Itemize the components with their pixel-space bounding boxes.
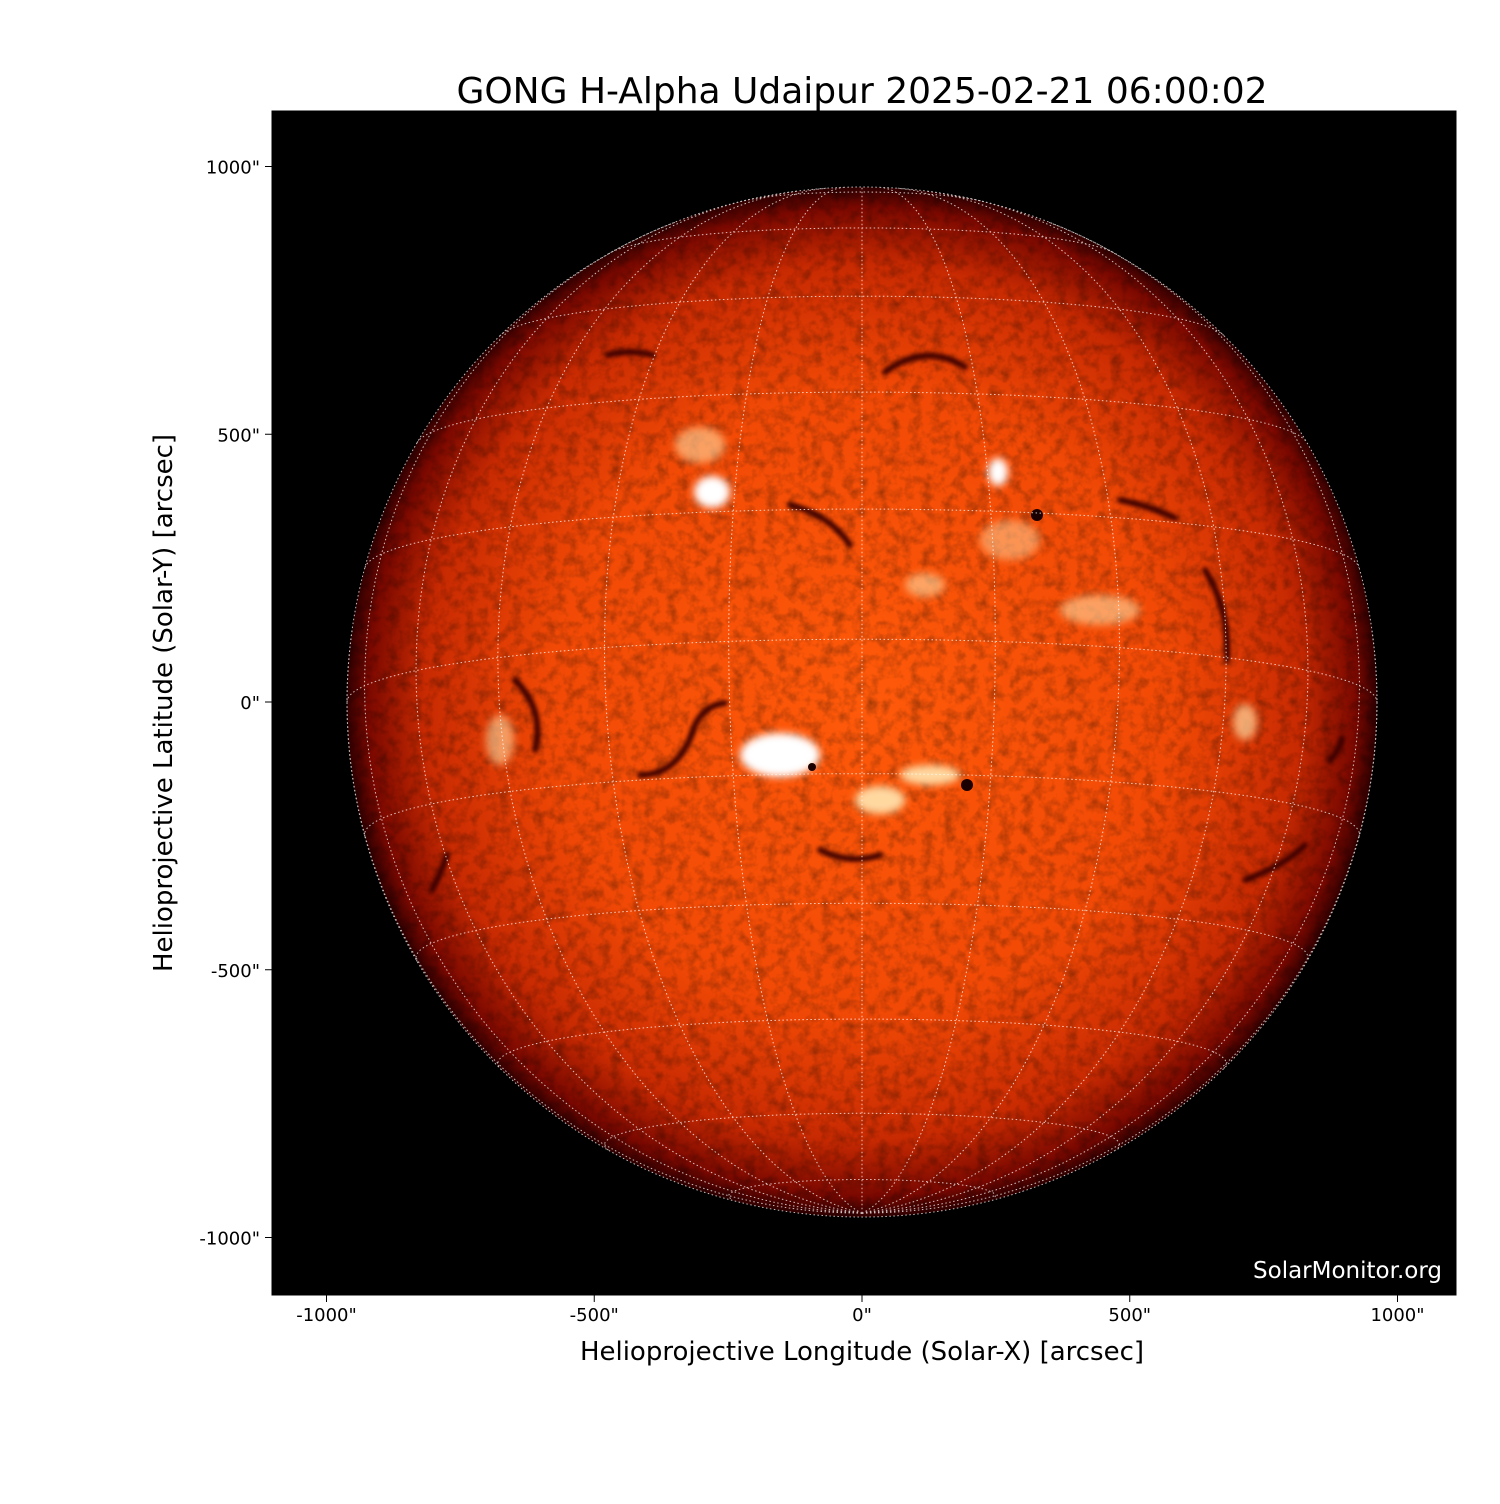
y-tick-label: 500" bbox=[217, 425, 260, 446]
watermark: SolarMonitor.org bbox=[1253, 1258, 1442, 1284]
grid-line bbox=[499, 295, 1225, 337]
grid-line bbox=[415, 195, 863, 1214]
y-tick-label: 0" bbox=[240, 693, 260, 714]
y-axis-label: Helioprojective Latitude (Solar-Y) [arcs… bbox=[149, 434, 179, 972]
grid-line bbox=[363, 773, 1361, 837]
grid-line bbox=[603, 1112, 1121, 1151]
grid-line bbox=[364, 508, 1360, 568]
grid-line bbox=[497, 1018, 1227, 1070]
grid-line bbox=[861, 186, 996, 1214]
grid-line bbox=[608, 227, 1116, 255]
grid-line bbox=[416, 391, 1308, 443]
x-axis-label: Helioprojective Longitude (Solar-X) [arc… bbox=[580, 1337, 1144, 1367]
limb-circle bbox=[346, 186, 1378, 1218]
grid-line bbox=[861, 195, 1309, 1214]
y-tick-label: -500" bbox=[211, 961, 260, 982]
x-tick-label: -500" bbox=[570, 1305, 619, 1326]
filaments bbox=[429, 349, 1345, 893]
sunspots bbox=[808, 509, 1043, 791]
x-axis: -1000" -500" 0" 500" 1000" bbox=[296, 1295, 1425, 1326]
plage-regions bbox=[486, 427, 1257, 814]
disk-features bbox=[347, 187, 1377, 1217]
x-tick-label: 0" bbox=[852, 1305, 872, 1326]
y-tick-label: 1000" bbox=[206, 158, 260, 179]
plot-title: GONG H-Alpha Udaipur 2025-02-21 06:00:02 bbox=[456, 71, 1267, 112]
chromosphere-texture bbox=[347, 187, 1377, 1217]
y-tick-label: -1000" bbox=[199, 1229, 260, 1250]
x-tick-label: 500" bbox=[1108, 1305, 1151, 1326]
x-tick-label: -1000" bbox=[296, 1305, 357, 1326]
axes-frame bbox=[271, 110, 1457, 1296]
grid-line bbox=[728, 1179, 996, 1199]
x-tick-label: 1000" bbox=[1370, 1305, 1424, 1326]
y-axis: 1000" 500" 0" -500" -1000" bbox=[199, 158, 272, 1250]
heliographic-grid bbox=[346, 186, 1378, 1218]
grid-line bbox=[728, 186, 863, 1214]
